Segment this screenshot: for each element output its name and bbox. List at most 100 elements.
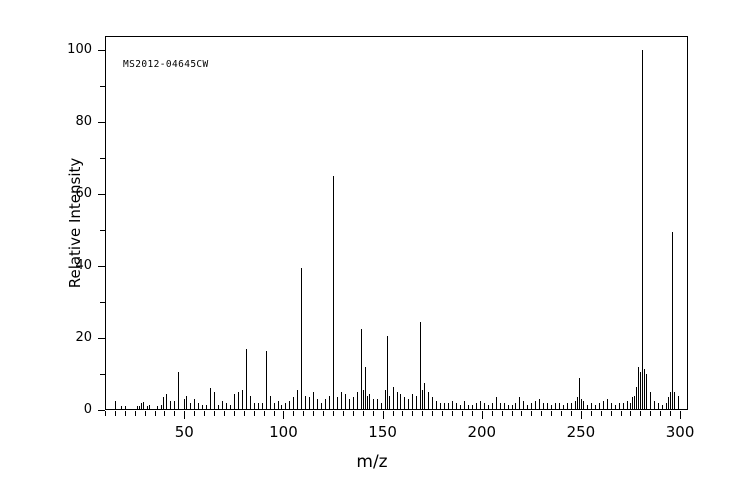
y-axis-tick-label: 0 xyxy=(83,402,92,417)
y-axis-major-tick xyxy=(98,266,105,268)
spectrum-peak xyxy=(622,402,624,410)
spectrum-peak xyxy=(317,399,319,410)
spectrum-peak xyxy=(420,321,422,410)
spectrum-peak xyxy=(186,395,188,410)
y-axis-minor-tick xyxy=(100,86,105,88)
y-axis-tick-label: 60 xyxy=(75,186,92,202)
spectrum-peak xyxy=(602,401,604,410)
spectrum-peak xyxy=(428,392,430,410)
spectrum-peak xyxy=(146,406,148,410)
x-axis-minor-tick xyxy=(223,411,225,416)
spectrum-peak xyxy=(487,404,489,410)
spectrum-peak xyxy=(642,50,644,410)
y-axis-minor-tick xyxy=(100,230,105,232)
spectrum-peak xyxy=(523,401,525,410)
x-axis-minor-tick xyxy=(233,411,235,416)
spectrum-peak xyxy=(555,402,557,410)
x-axis-minor-tick xyxy=(461,411,463,416)
sample-id-annotation: MS2012-04645CW xyxy=(123,59,209,70)
spectrum-peak xyxy=(632,397,634,410)
spectrum-peak xyxy=(221,401,223,410)
spectrum-peak xyxy=(309,397,311,410)
spectrum-peak xyxy=(190,402,192,410)
spectrum-peak xyxy=(640,372,642,410)
spectrum-peak xyxy=(229,404,231,410)
x-axis-minor-tick xyxy=(164,411,166,416)
spectrum-peak xyxy=(531,402,533,410)
spectrum-peak xyxy=(515,402,517,410)
spectrum-peak xyxy=(380,402,382,410)
spectrum-peak xyxy=(293,397,295,410)
spectrum-peak xyxy=(360,329,362,410)
spectrum-peak xyxy=(444,402,446,410)
spectrum-peak xyxy=(160,404,162,410)
x-axis-major-tick xyxy=(382,411,384,419)
x-axis-minor-tick xyxy=(640,411,642,416)
x-axis-minor-tick xyxy=(154,411,156,416)
x-axis-tick-label: 200 xyxy=(467,423,497,441)
spectrum-peak xyxy=(281,404,283,410)
spectrum-peak xyxy=(198,402,200,410)
y-axis-tick-label: 40 xyxy=(75,258,92,274)
spectrum-peak xyxy=(166,393,168,410)
spectrum-peak xyxy=(551,404,553,410)
y-axis-tick-label: 100 xyxy=(67,42,92,58)
spectrum-peak xyxy=(455,402,457,410)
y-axis-major-tick xyxy=(98,338,105,340)
spectrum-peak xyxy=(325,399,327,410)
spectrum-peak xyxy=(218,404,220,410)
spectrum-peak xyxy=(356,392,358,410)
spectrum-peak xyxy=(471,404,473,410)
spectrum-peak xyxy=(674,392,676,410)
x-axis-tick-label: 100 xyxy=(269,423,298,441)
spectrum-peak xyxy=(658,402,660,410)
spectrum-peak xyxy=(178,372,180,410)
spectrum-peak xyxy=(269,395,271,410)
spectrum-peak xyxy=(305,395,307,410)
x-axis-tick-label: 250 xyxy=(566,423,596,441)
spectrum-peak xyxy=(535,401,537,410)
spectrum-peak xyxy=(404,397,406,410)
spectrum-peak xyxy=(436,401,438,410)
spectrum-peak xyxy=(618,402,620,410)
x-axis-minor-tick xyxy=(402,411,404,416)
x-axis-minor-tick xyxy=(531,411,533,416)
spectrum-peak xyxy=(503,402,505,410)
x-axis-minor-tick xyxy=(452,411,454,416)
x-axis-minor-tick xyxy=(144,411,146,416)
spectrum-peak xyxy=(170,401,172,410)
spectrum-peak xyxy=(576,397,578,410)
spectrum-peak xyxy=(448,402,450,410)
x-axis-minor-tick xyxy=(114,411,116,416)
spectrum-peak xyxy=(366,395,368,410)
x-axis-minor-tick xyxy=(105,411,106,416)
spectrum-peak xyxy=(337,397,338,410)
spectrum-peak xyxy=(678,395,680,410)
x-axis-minor-tick xyxy=(273,411,275,416)
spectrum-peak xyxy=(202,404,204,410)
spectrum-peak xyxy=(396,392,398,410)
x-axis-tick-label: 50 xyxy=(174,423,194,441)
y-axis-major-tick xyxy=(98,410,105,411)
spectrum-peak xyxy=(364,366,366,410)
spectrum-peak xyxy=(136,406,138,410)
spectrum-peak xyxy=(571,402,572,410)
x-axis-major-tick xyxy=(283,411,285,419)
spectrum-peak xyxy=(507,404,509,410)
spectrum-peak xyxy=(273,402,275,410)
x-axis-minor-tick xyxy=(422,411,424,416)
spectrum-peak xyxy=(650,392,652,410)
spectrum-peak xyxy=(289,401,291,410)
spectrum-peak xyxy=(277,401,279,410)
spectrum-peak xyxy=(384,390,386,410)
spectrum-peak xyxy=(646,374,648,410)
spectrum-peak xyxy=(333,176,335,410)
spectrum-peak xyxy=(527,404,529,410)
spectrum-peak xyxy=(668,397,670,410)
spectrum-peak xyxy=(388,395,390,410)
spectrum-peak xyxy=(301,267,303,410)
spectrum-peak xyxy=(459,404,461,410)
x-axis-minor-tick xyxy=(541,411,543,416)
spectrum-peak xyxy=(233,393,235,410)
spectrum-peak xyxy=(214,392,216,410)
